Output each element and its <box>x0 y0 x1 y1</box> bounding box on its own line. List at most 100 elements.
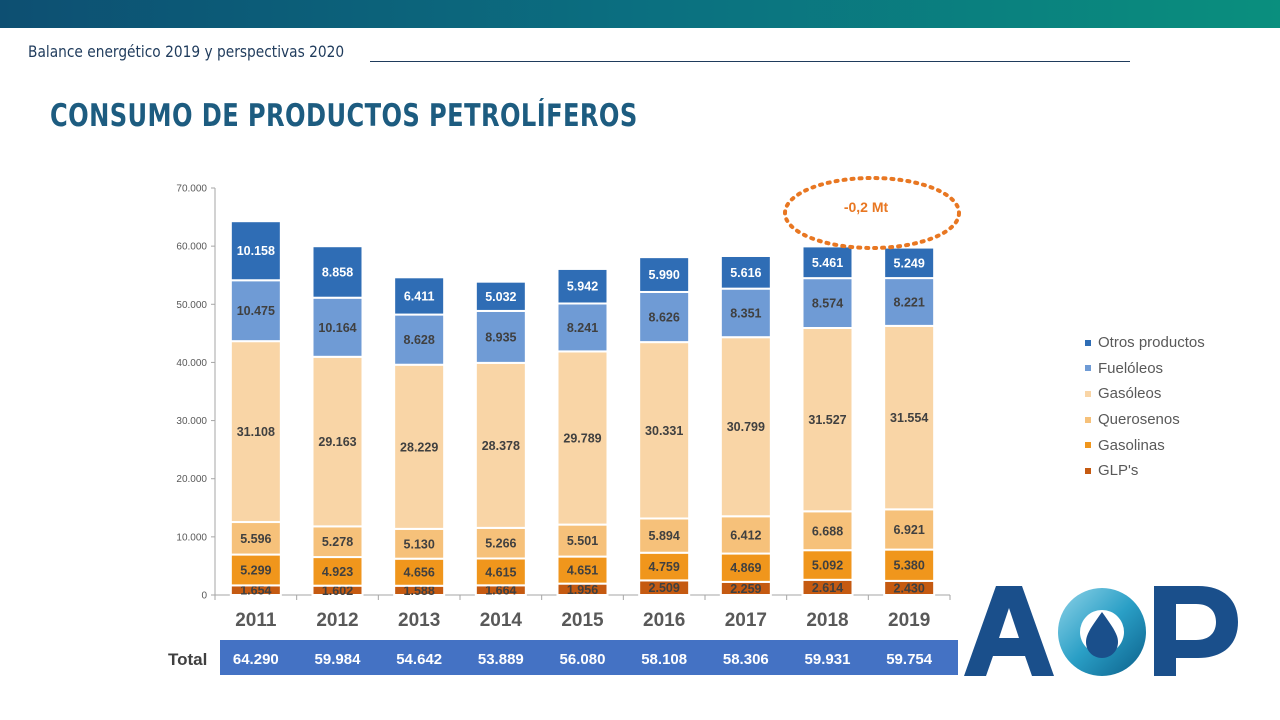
bar-segment <box>719 287 772 339</box>
bar-segment <box>393 276 446 316</box>
data-label: 10.158 <box>237 244 275 258</box>
x-tick-label: 2014 <box>480 610 523 631</box>
data-label: 5.942 <box>567 280 598 294</box>
bar-segment <box>801 277 854 330</box>
data-label: 5.990 <box>649 268 680 282</box>
y-tick-label: 50.000 <box>176 300 207 311</box>
totals-row-band <box>220 640 958 675</box>
y-tick-label: 0 <box>201 591 207 602</box>
legend-item: Querosenos <box>1085 407 1205 433</box>
legend-swatch <box>1085 467 1091 474</box>
x-tick-label: 2016 <box>643 610 685 631</box>
bar-segment <box>719 515 772 555</box>
bar-segment <box>474 526 527 560</box>
y-tick-label: 30.000 <box>176 416 207 427</box>
data-label: 10.475 <box>237 304 275 318</box>
x-tick-label: 2012 <box>316 610 358 631</box>
total-value: 58.306 <box>723 651 769 668</box>
data-label: 29.163 <box>318 435 356 449</box>
data-label: 6.411 <box>404 289 435 303</box>
x-tick-label: 2017 <box>725 610 767 631</box>
data-label: 2.614 <box>812 581 843 595</box>
total-value: 59.754 <box>886 651 933 668</box>
data-label: 4.615 <box>485 565 516 579</box>
bar-segment <box>474 361 527 529</box>
page-title: CONSUMO DE PRODUCTOS PETROLÍFEROS <box>50 98 638 134</box>
x-tick-label: 2019 <box>888 610 930 631</box>
top-banner <box>0 0 1280 28</box>
data-label: 30.799 <box>727 420 765 434</box>
legend-label: Gasóleos <box>1098 385 1162 403</box>
bar-segment <box>311 556 364 587</box>
bar-segment <box>311 296 364 358</box>
bar-segment <box>393 313 446 366</box>
legend-item: Gasolinas <box>1085 432 1205 458</box>
x-tick-label: 2011 <box>235 610 277 631</box>
legend-label: GLP's <box>1098 462 1139 480</box>
data-label: 28.378 <box>482 439 520 453</box>
data-label: 6.688 <box>812 524 843 538</box>
bar-segment <box>719 552 772 583</box>
aop-logo <box>964 586 1238 676</box>
data-label: 4.759 <box>649 560 680 574</box>
data-label: 5.278 <box>322 535 353 549</box>
total-value: 53.889 <box>478 651 524 668</box>
total-value: 54.642 <box>396 651 442 668</box>
data-label: 1.588 <box>404 584 435 598</box>
data-label: 5.092 <box>812 558 843 572</box>
presentation-subtitle: Balance energético 2019 y perspectivas 2… <box>28 42 345 61</box>
data-label: 8.221 <box>894 295 925 309</box>
data-label: 5.461 <box>812 256 843 270</box>
total-value: 58.108 <box>641 651 687 668</box>
bar-segment <box>311 245 364 299</box>
annotation-label: -0,2 Mt <box>844 199 889 215</box>
bar-segment <box>638 256 691 293</box>
total-value: 59.984 <box>315 651 362 668</box>
data-label: 5.130 <box>404 537 435 551</box>
data-label: 28.229 <box>400 440 438 454</box>
total-value: 64.290 <box>233 651 279 668</box>
bar-segment <box>393 527 446 560</box>
data-label: 8.628 <box>404 333 435 347</box>
x-tick-label: 2018 <box>806 610 848 631</box>
legend-item: GLP's <box>1085 458 1205 484</box>
data-label: 8.935 <box>485 330 516 344</box>
data-label: 4.651 <box>567 564 598 578</box>
data-label: 5.616 <box>730 266 761 280</box>
data-label: 2.259 <box>730 582 761 596</box>
data-label: 5.032 <box>485 290 516 304</box>
legend-item: Fuelóleos <box>1085 356 1205 382</box>
bar-segment <box>556 302 609 353</box>
bar-segment <box>311 355 364 528</box>
aop-logo-letter-a <box>964 586 1054 676</box>
data-label: 5.266 <box>485 537 516 551</box>
data-label: 1.956 <box>567 583 598 597</box>
bar-segment <box>229 553 282 587</box>
bar-segment <box>883 277 936 327</box>
bar-segment <box>229 220 282 282</box>
legend-swatch <box>1085 365 1091 372</box>
bar-segment <box>393 363 446 530</box>
y-tick-label: 20.000 <box>176 474 207 485</box>
data-label: 29.789 <box>563 431 601 445</box>
totals-row-label: Total <box>168 650 207 669</box>
y-tick-label: 60.000 <box>176 242 207 253</box>
data-label: 8.858 <box>322 265 353 279</box>
data-label: 4.869 <box>730 561 761 575</box>
y-tick-label: 10.000 <box>176 532 207 543</box>
data-label: 8.626 <box>649 311 680 325</box>
data-label: 1.664 <box>485 584 516 598</box>
bar-segment <box>638 341 691 520</box>
y-tick-label: 70.000 <box>176 184 207 195</box>
total-value: 56.080 <box>560 651 606 668</box>
legend-swatch <box>1085 339 1091 346</box>
x-tick-label: 2013 <box>398 610 440 631</box>
legend-label: Querosenos <box>1098 411 1180 429</box>
data-label: 5.380 <box>894 559 925 573</box>
y-tick-label: 40.000 <box>176 358 207 369</box>
total-value: 59.931 <box>805 651 851 668</box>
data-label: 30.331 <box>645 424 683 438</box>
data-label: 5.249 <box>894 256 925 270</box>
legend-label: Fuelóleos <box>1098 359 1164 377</box>
legend-item: Otros productos <box>1085 330 1205 356</box>
